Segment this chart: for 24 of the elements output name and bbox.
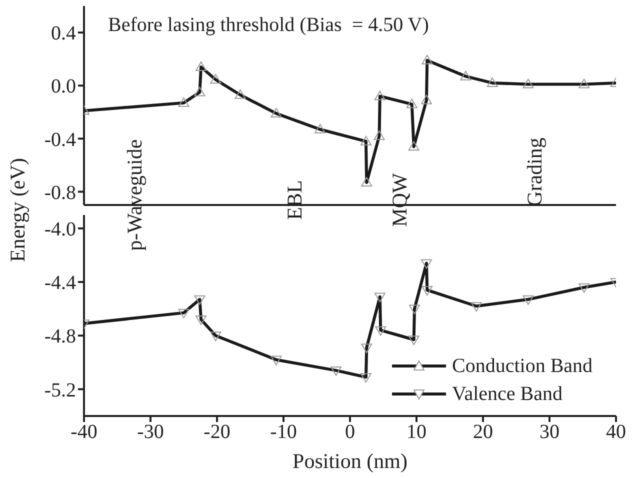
legend-label: Valence Band	[452, 382, 563, 406]
y-tick-label: -4.8	[44, 326, 76, 348]
x-tick-label: -10	[270, 421, 297, 444]
y-tick-label: -0.4	[44, 128, 76, 151]
legend-label: Conduction Band	[452, 354, 593, 378]
annotation: p-Waveguide	[122, 139, 148, 251]
x-axis-title: Position (nm)	[292, 449, 408, 473]
chart-title: Before lasing threshold (Bias = 4.50 V)	[108, 14, 429, 37]
x-tick-label: -20	[204, 421, 230, 444]
annotation: Grading	[522, 138, 548, 206]
y-tick-label: -0.8	[44, 182, 76, 204]
y-tick-label: -4.0	[44, 218, 76, 240]
x-tick-label: -30	[137, 421, 164, 444]
x-tick-label: -40	[70, 421, 98, 444]
y-tick-label: 0.4	[51, 22, 76, 45]
x-tick-label: 20	[473, 421, 493, 444]
y-axis-title: Energy (eV)	[6, 158, 30, 262]
y-tick-label: 0.0	[51, 76, 76, 98]
x-tick-label: 30	[540, 421, 560, 444]
x-tick-label: 40	[606, 421, 626, 444]
x-tick-label: 0	[345, 421, 355, 444]
y-tick-label: -5.2	[44, 379, 76, 402]
x-tick-label: 10	[406, 421, 426, 444]
y-tick-label: -4.4	[44, 272, 76, 294]
